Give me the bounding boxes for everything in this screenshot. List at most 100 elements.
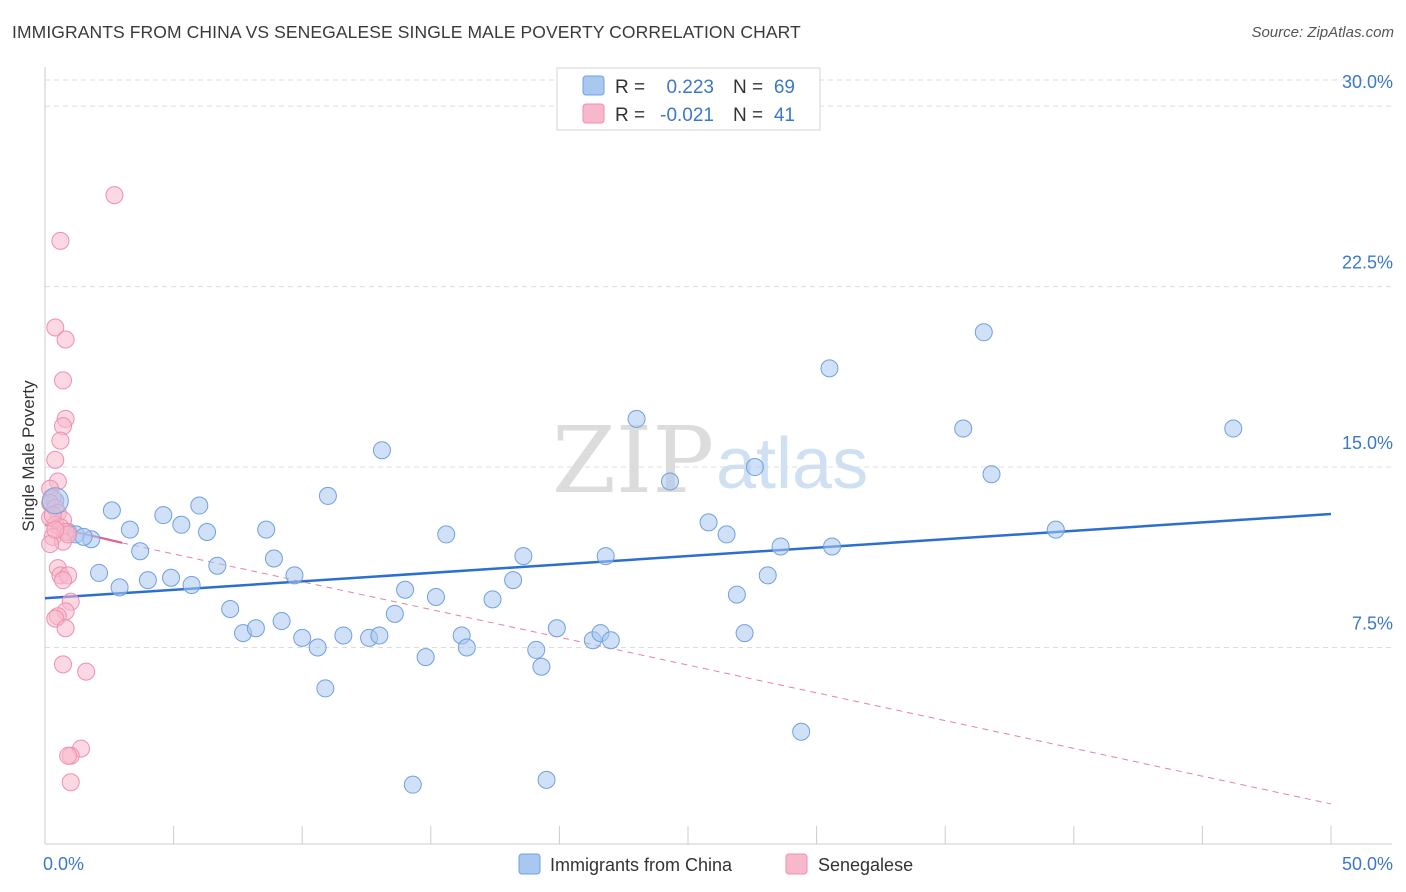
china-point [437,525,456,544]
china-point [272,612,291,631]
senegalese-n-label: N = [733,105,763,126]
china-point [514,547,533,566]
china-point [982,465,1001,484]
china-point [334,626,353,645]
china-point [547,619,566,638]
chart-title: IMMIGRANTS FROM CHINA VS SENEGALESE SING… [12,22,801,42]
china-point [771,537,790,556]
senegalese-point [51,431,70,450]
china-point [717,525,736,544]
china-point [221,600,240,619]
senegalese-point [46,318,65,337]
china-point [504,571,523,590]
china-point [1224,419,1243,438]
senegalese-point [51,231,70,250]
china-point [285,566,304,585]
china-swatch [582,75,605,96]
china-point [483,590,502,609]
china-point [727,585,746,604]
x-tick-label: 50.0% [1342,854,1393,874]
china-point [264,549,283,568]
china-point [293,628,312,647]
senegalese-point [54,371,73,390]
y-tick-label: 7.5% [1352,614,1393,634]
china-point [182,575,201,594]
china-point [90,563,109,582]
watermark: ZIP atlas [552,407,868,514]
china-point [403,775,422,794]
china-point [974,323,993,342]
china-point [257,520,276,539]
china-point [954,419,973,438]
china-point [370,626,389,645]
china-point [660,472,679,491]
senegalese-trendline-extended [122,542,1332,805]
china-point [246,619,265,638]
y-tick-label: 22.5% [1342,253,1393,273]
y-tick-label: 15.0% [1342,433,1393,453]
china-n-value: 69 [774,77,795,98]
china-point [198,523,217,542]
legend-label-china: Immigrants from China [550,855,733,875]
y-tick-label: 30.0% [1342,72,1393,92]
y-tick-labels: 7.5% 15.0% 22.5% 30.0% [1342,72,1393,633]
china-point [532,657,551,676]
china-point [601,631,620,650]
senegalese-r-value: -0.021 [660,105,714,126]
legend-item-china[interactable]: Immigrants from China [518,853,733,875]
china-point [627,409,646,428]
data-points [41,186,1243,794]
china-point [537,770,556,789]
legend: Immigrants from China Senegalese [518,853,913,875]
china-point [823,537,842,556]
china-point [396,580,415,599]
china-point [162,568,181,587]
china-point [308,638,327,657]
china-point [457,638,476,657]
china-point [110,578,129,597]
china-trendline [44,512,1332,600]
senegalese-point [54,655,73,674]
china-point [792,722,811,741]
china-point [172,515,191,534]
senegalese-point [59,746,78,765]
china-point [318,486,337,505]
senegalese-r-label: R = [615,105,645,126]
y-axis-label: Single Male Poverty [19,380,38,532]
china-point [154,506,173,525]
axes [44,67,1392,845]
china-point [74,527,93,546]
x-tick-labels: 0.0% 50.0% [43,854,1393,874]
china-r-value: 0.223 [666,77,714,98]
stats-row-china: R = 0.223 N = 69 [582,75,795,98]
legend-swatch-senegalese [785,853,808,875]
legend-item-senegalese[interactable]: Senegalese [785,853,913,875]
china-point [208,556,227,575]
senegalese-swatch [582,103,605,124]
senegalese-point [77,662,96,681]
trendlines [44,512,1332,805]
senegalese-point [56,619,75,638]
chart-source: Source: ZipAtlas.com [1251,24,1394,41]
senegalese-point [61,773,80,792]
china-point [1046,520,1065,539]
watermark-atlas: atlas [716,424,868,504]
china-point [385,604,404,623]
legend-swatch-china [518,853,541,875]
china-point [316,679,335,698]
china-point [190,496,209,515]
china-point [745,458,764,477]
senegalese-n-value: 41 [774,105,795,126]
senegalese-point [46,450,65,469]
china-point [426,587,445,606]
china-point [596,547,615,566]
senegalese-point [46,520,65,539]
senegalese-point [56,330,75,349]
china-point [102,501,121,520]
china-point [120,520,139,539]
x-tick-label: 0.0% [43,854,84,874]
china-point [758,566,777,585]
china-n-label: N = [733,77,763,98]
china-point [131,542,150,561]
